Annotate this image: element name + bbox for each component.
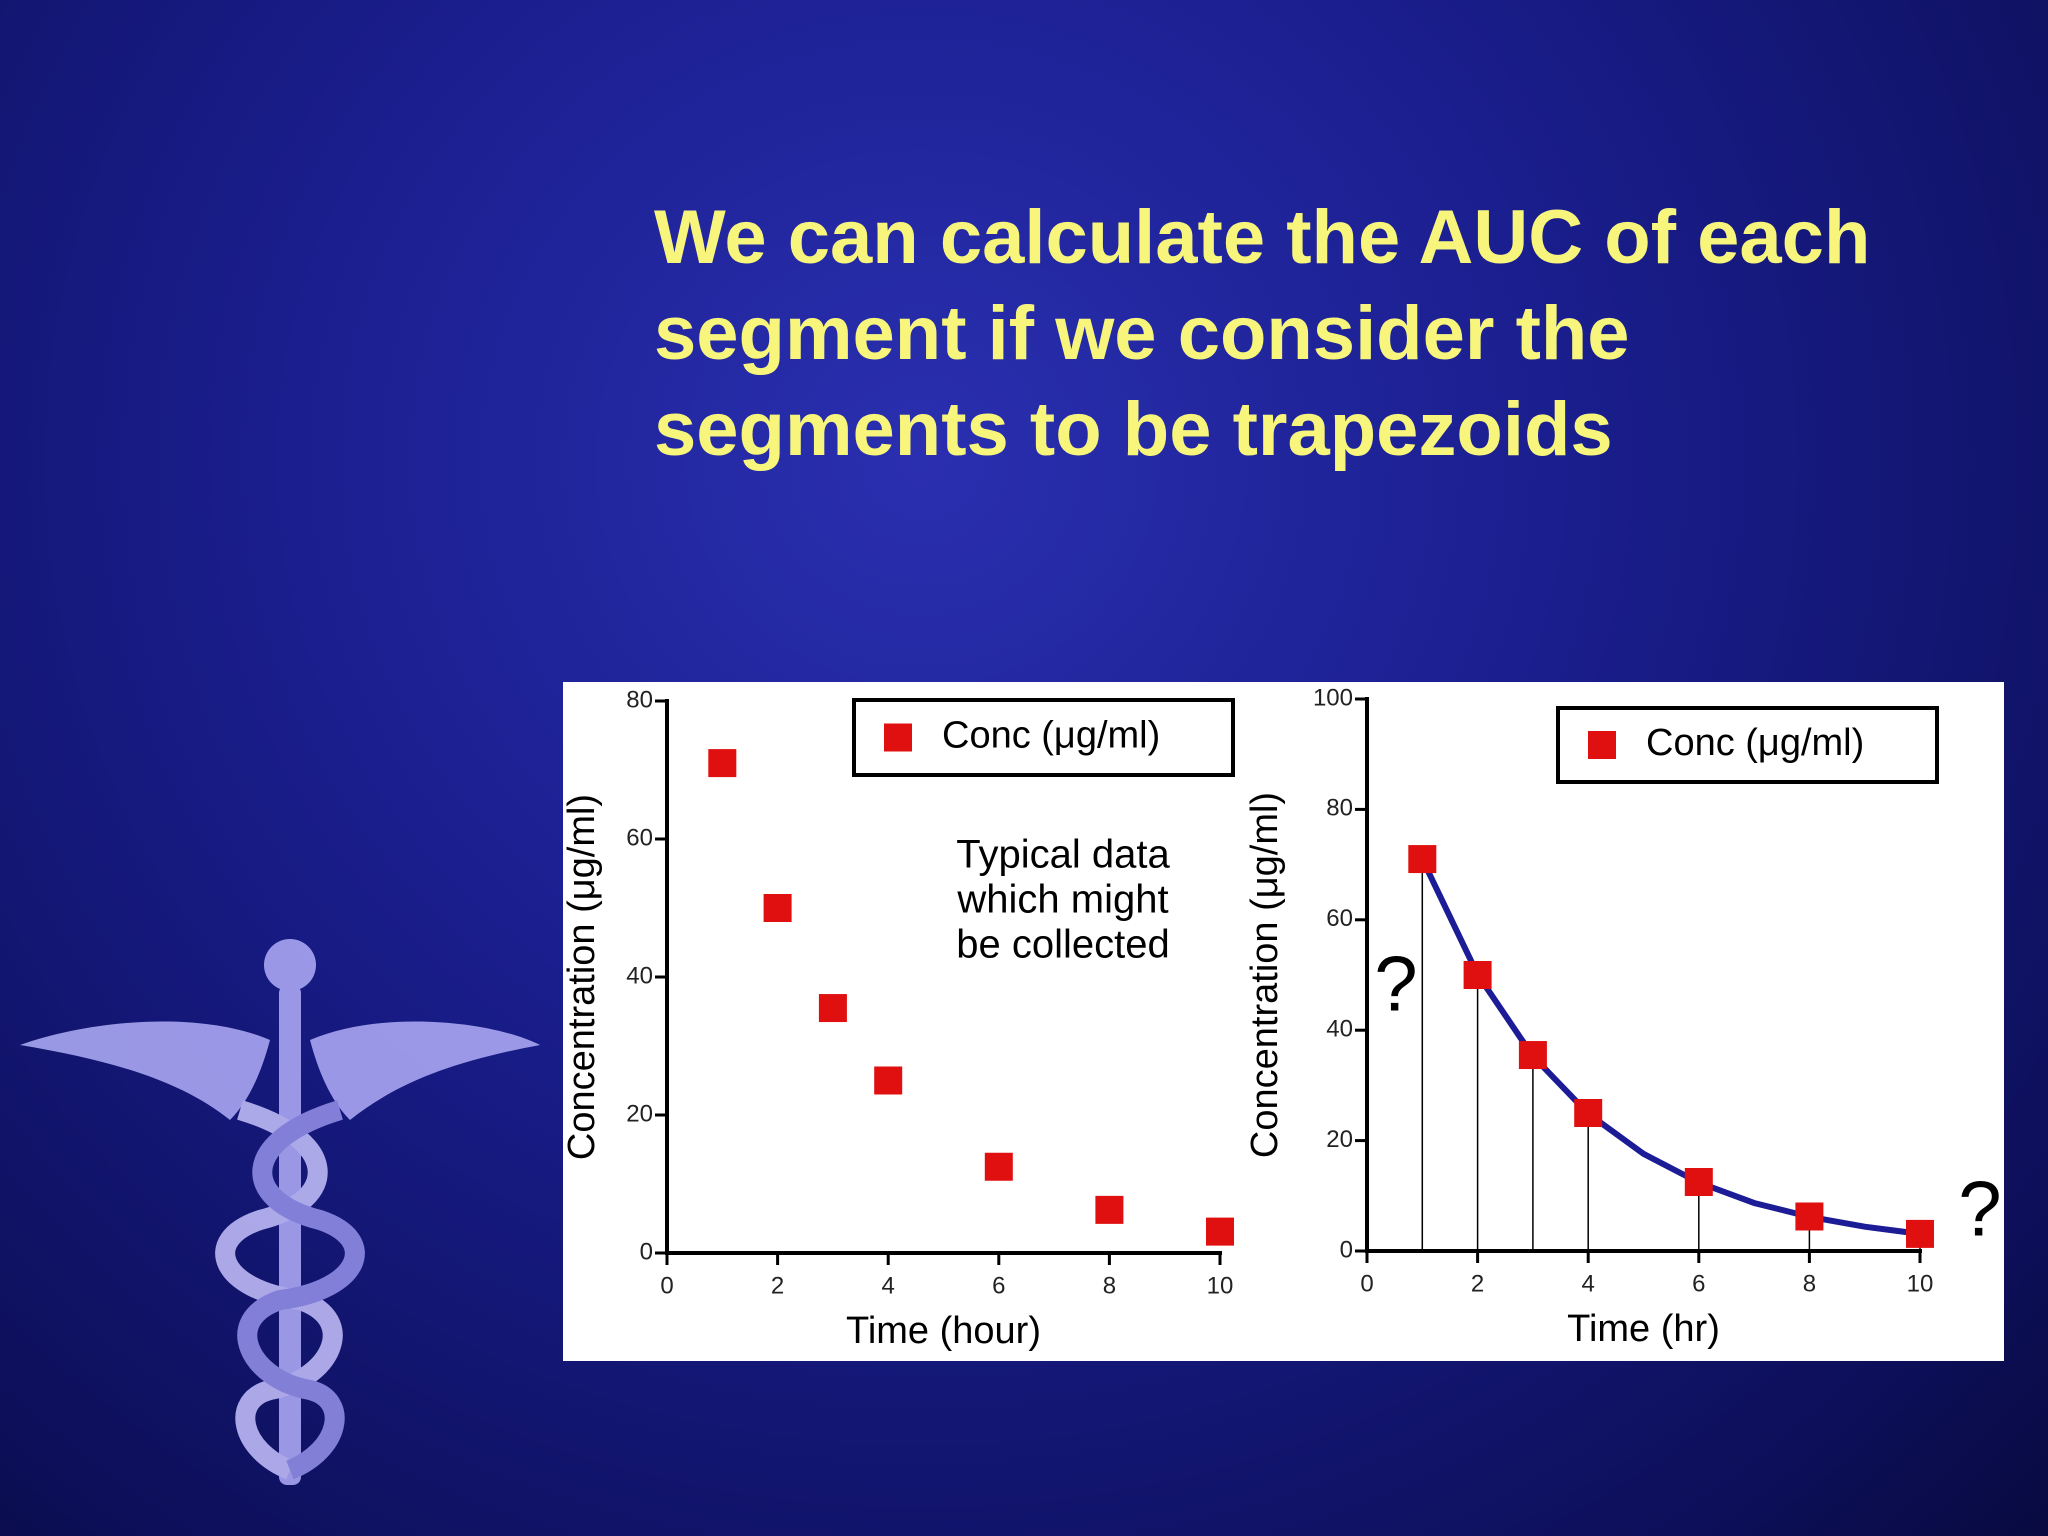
y-tick-label: 60 <box>1326 905 1353 932</box>
data-point <box>1206 1217 1234 1246</box>
y-tick-label: 80 <box>626 686 653 713</box>
y-tick-label: 80 <box>1326 795 1353 822</box>
annotation: Typical data <box>956 833 1170 877</box>
y-tick-label: 0 <box>1340 1236 1353 1263</box>
caduceus <box>20 939 540 1485</box>
data-point <box>1518 1041 1547 1070</box>
legend-box <box>1556 706 1939 784</box>
y-axis-label: Concentration (μg/ml) <box>561 794 603 1160</box>
data-point <box>984 1152 1013 1181</box>
x-tick-label: 0 <box>660 1272 673 1299</box>
x-tick-label: 0 <box>1360 1270 1373 1297</box>
x-axis-label: Time (hr) <box>1567 1308 1720 1350</box>
x-axis-label: Time (hour) <box>846 1310 1041 1352</box>
annotation: be collected <box>956 923 1169 967</box>
data-point <box>1795 1202 1824 1231</box>
data-point <box>708 749 737 778</box>
annotation: ? <box>1374 940 1417 1028</box>
x-tick-label: 10 <box>1207 1272 1234 1299</box>
y-tick-label: 0 <box>640 1238 653 1265</box>
x-tick-label: 6 <box>1692 1270 1705 1297</box>
x-tick-label: 6 <box>992 1272 1005 1299</box>
data-point <box>1095 1195 1124 1224</box>
fit-curve <box>1419 857 1921 1237</box>
legend-box <box>852 698 1235 777</box>
data-point <box>763 894 792 922</box>
x-tick-label: 4 <box>1582 1270 1595 1297</box>
data-point <box>1574 1099 1603 1127</box>
y-tick-label: 40 <box>1326 1016 1353 1043</box>
data-point <box>1906 1219 1934 1248</box>
slide-title: We can calculate the AUC of each segment… <box>654 195 1871 472</box>
chart-panel <box>563 682 2004 1361</box>
data-point <box>1684 1168 1713 1196</box>
legend-swatch <box>1588 731 1616 759</box>
x-tick-label: 4 <box>882 1272 895 1299</box>
x-tick-label: 10 <box>1907 1270 1934 1297</box>
legend-label: Conc (μg/ml) <box>1646 722 1864 764</box>
data-point <box>874 1066 903 1095</box>
x-tick-label: 2 <box>771 1272 784 1299</box>
y-axis-label: Concentration (μg/ml) <box>1244 792 1286 1158</box>
x-tick-label: 2 <box>1471 1270 1484 1297</box>
legend-swatch <box>884 723 912 752</box>
legend-label: Conc (μg/ml) <box>942 715 1160 757</box>
x-tick-label: 8 <box>1103 1272 1116 1299</box>
data-point <box>1463 961 1492 989</box>
y-tick-label: 40 <box>626 962 653 989</box>
data-point <box>818 994 847 1023</box>
y-tick-label: 20 <box>626 1100 653 1127</box>
x-tick-label: 8 <box>1803 1270 1816 1297</box>
annotation: which might <box>956 878 1168 922</box>
data-point <box>1408 845 1437 874</box>
annotation: ? <box>1958 1165 2001 1253</box>
y-tick-label: 100 <box>1313 684 1353 711</box>
y-tick-label: 20 <box>1326 1126 1353 1153</box>
y-tick-label: 60 <box>626 824 653 851</box>
